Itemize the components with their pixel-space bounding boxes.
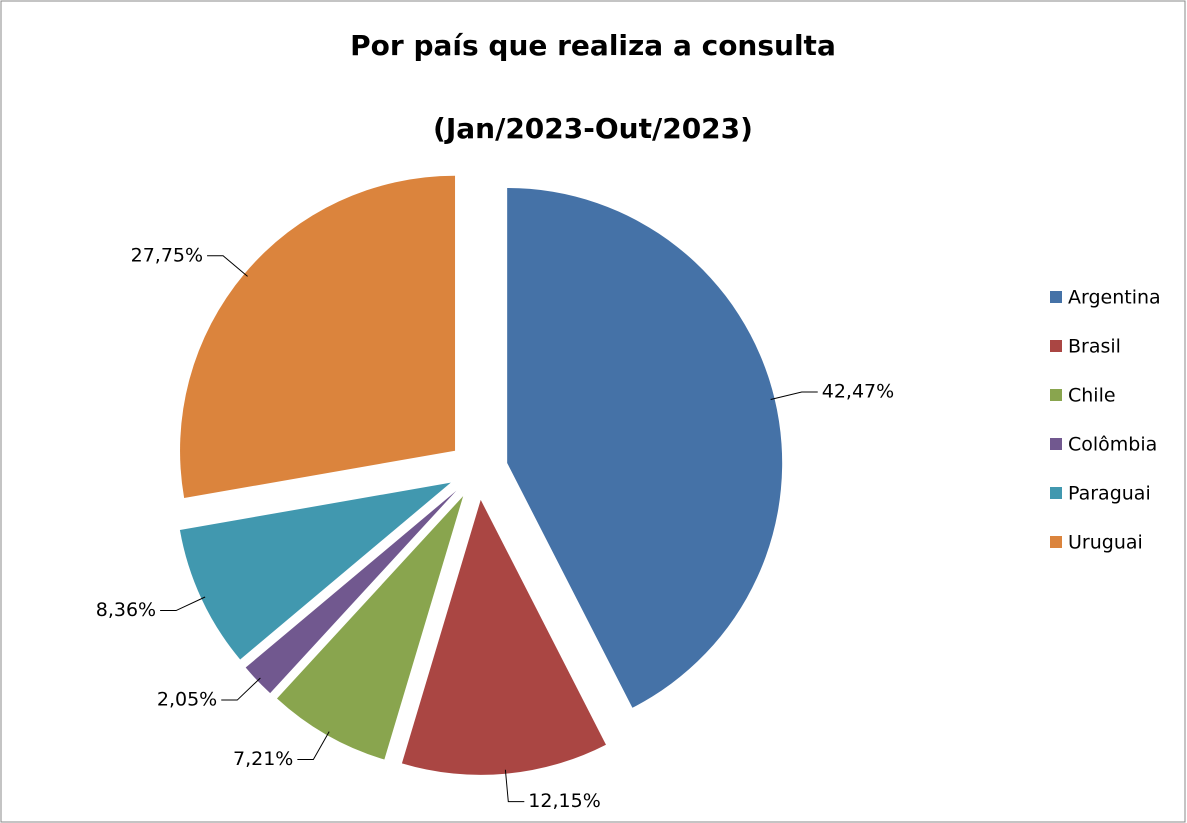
pie-slice <box>179 482 451 660</box>
data-label: 8,36% <box>96 599 156 621</box>
pie-slice <box>276 496 464 760</box>
legend-swatch <box>1050 340 1062 352</box>
chart-subtitle: (Jan/2023-Out/2023) <box>433 112 753 145</box>
data-label: 2,05% <box>157 689 217 711</box>
legend-label: Colômbia <box>1068 434 1157 456</box>
data-label: 42,47% <box>822 381 894 403</box>
pie-slice <box>507 187 783 708</box>
legend-label: Paraguai <box>1068 483 1151 505</box>
pie-slice <box>180 175 456 499</box>
chart-title: Por país que realiza a consulta <box>350 29 836 62</box>
leader-line <box>207 255 248 277</box>
legend-label: Argentina <box>1068 287 1161 309</box>
leader-line <box>221 677 261 701</box>
data-label: 27,75% <box>131 244 203 266</box>
legend-label: Uruguai <box>1068 532 1143 554</box>
leader-line <box>297 731 330 760</box>
legend-label: Brasil <box>1068 336 1121 358</box>
leader-line <box>160 596 206 612</box>
legend-swatch <box>1050 438 1062 450</box>
legend-swatch <box>1050 291 1062 303</box>
leader-line <box>504 769 525 803</box>
leader-line <box>770 391 818 400</box>
legend-swatch <box>1050 536 1062 548</box>
legend-swatch <box>1050 487 1062 499</box>
data-label: 7,21% <box>233 748 293 770</box>
pie-slice <box>401 499 606 775</box>
data-label: 12,15% <box>528 790 600 812</box>
pie-slice <box>245 490 457 694</box>
legend-label: Chile <box>1068 385 1116 407</box>
legend-swatch <box>1050 389 1062 401</box>
